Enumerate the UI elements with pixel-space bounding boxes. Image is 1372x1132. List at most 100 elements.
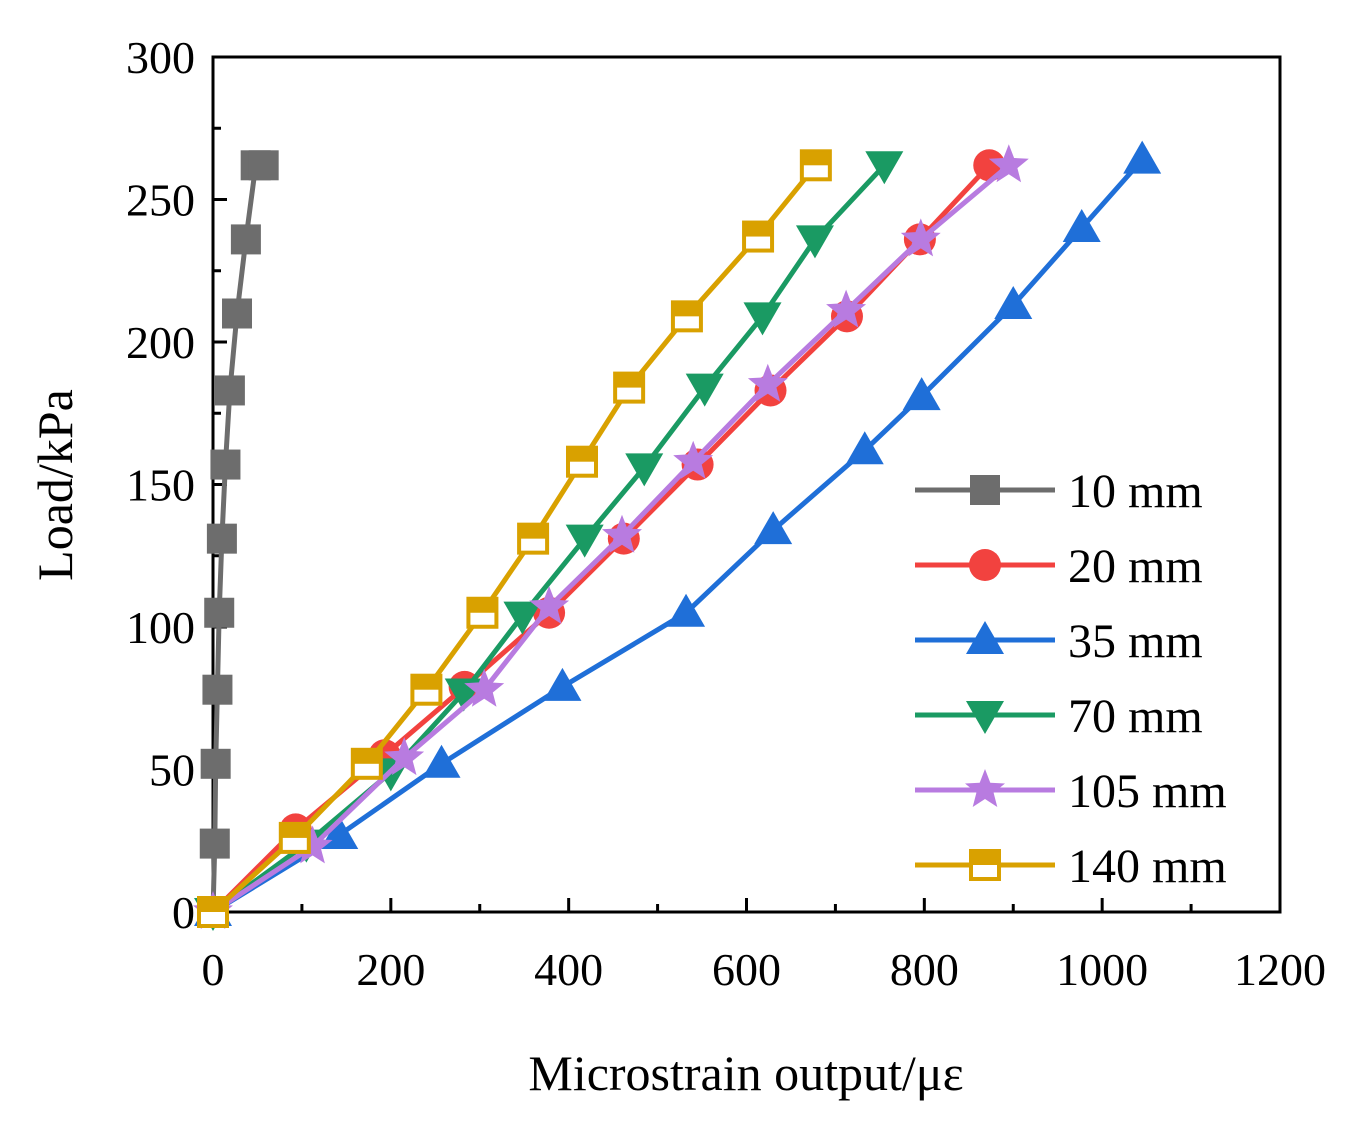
x-tick-label: 800 xyxy=(890,944,959,995)
star-marker xyxy=(965,769,1005,807)
data-point xyxy=(743,302,782,336)
star-marker xyxy=(900,218,941,257)
star-marker xyxy=(747,363,788,402)
y-tick-label: 50 xyxy=(149,745,195,796)
data-point xyxy=(384,737,425,776)
data-point xyxy=(503,601,542,635)
series-105-mm xyxy=(193,144,1029,929)
data-point xyxy=(197,896,229,928)
data-point xyxy=(826,289,867,328)
y-tick-label: 250 xyxy=(126,175,195,226)
legend-label: 70 mm xyxy=(1068,690,1203,743)
data-point xyxy=(966,621,1004,654)
square-marker xyxy=(199,828,230,859)
data-point xyxy=(900,218,941,257)
data-point xyxy=(230,224,261,255)
data-point xyxy=(902,377,941,411)
triangle-up-marker xyxy=(422,744,461,778)
square-marker xyxy=(248,150,279,181)
legend-label: 35 mm xyxy=(1068,615,1203,668)
data-point xyxy=(685,373,724,407)
data-point xyxy=(988,144,1029,183)
legend-label: 10 mm xyxy=(1068,465,1203,518)
y-tick-label: 300 xyxy=(126,32,195,83)
square-marker xyxy=(230,224,261,255)
half-square-fill xyxy=(744,222,773,237)
x-tick-label: 1000 xyxy=(1056,944,1148,995)
triangle-down-marker xyxy=(795,225,834,259)
data-point xyxy=(994,285,1033,319)
data-point xyxy=(206,523,237,554)
triangle-down-marker xyxy=(685,373,724,407)
data-point xyxy=(969,549,1001,581)
half-square-fill xyxy=(672,302,701,317)
axis-ticks: 0 200 400 600 800 1000 1200 0 50 100 150 200 250 300 xyxy=(126,32,1326,995)
data-point xyxy=(1123,140,1162,174)
series-line xyxy=(211,157,1145,915)
legend-entry: 70 mm xyxy=(915,690,1203,743)
data-point xyxy=(799,149,832,182)
y-axis-title: Load/kPa xyxy=(27,389,83,581)
data-point xyxy=(742,220,775,253)
star-marker xyxy=(464,668,505,707)
triangle-down-marker xyxy=(865,151,904,185)
series-10-mm xyxy=(198,150,279,927)
half-square-fill xyxy=(519,524,548,539)
x-tick-label: 1200 xyxy=(1234,944,1326,995)
y-tick-label: 0 xyxy=(172,887,195,938)
square-marker xyxy=(200,748,231,779)
data-point xyxy=(673,440,714,479)
data-point xyxy=(466,596,499,629)
star-marker xyxy=(602,514,642,553)
data-point xyxy=(969,849,1001,881)
y-tick-label: 150 xyxy=(126,460,195,511)
data-point xyxy=(200,748,231,779)
star-marker xyxy=(826,289,867,328)
data-point xyxy=(210,449,241,480)
half-square-fill xyxy=(971,851,999,865)
data-point xyxy=(602,514,642,553)
data-point xyxy=(566,445,599,478)
legend-entry: 20 mm xyxy=(915,540,1203,593)
series-35-mm xyxy=(194,140,1162,926)
star-marker xyxy=(384,737,425,776)
x-tick-label: 600 xyxy=(712,944,781,995)
data-point xyxy=(625,453,664,487)
legend-label: 20 mm xyxy=(1068,540,1203,593)
data-point xyxy=(292,825,333,864)
star-marker xyxy=(529,586,570,624)
half-square-fill xyxy=(199,898,227,912)
star-marker xyxy=(292,825,333,864)
triangle-up-marker xyxy=(1062,209,1101,242)
data-point xyxy=(667,593,706,627)
data-point xyxy=(795,225,834,259)
legend-entry: 105 mm xyxy=(915,765,1227,818)
triangle-up-marker xyxy=(966,621,1004,654)
half-square-fill xyxy=(352,749,381,764)
legend: 10 mm 20 mm 35 mm 70 mm 105 mm 140 mm xyxy=(915,465,1227,893)
half-square-fill xyxy=(412,675,441,690)
data-point xyxy=(278,821,311,854)
data-point xyxy=(966,701,1004,734)
square-marker xyxy=(970,475,1000,505)
data-point xyxy=(1062,209,1101,242)
half-square-fill xyxy=(615,373,644,388)
data-point xyxy=(204,597,235,628)
data-point xyxy=(248,150,279,181)
square-marker xyxy=(204,597,235,628)
y-tick-label: 100 xyxy=(126,602,195,653)
square-marker xyxy=(202,674,233,705)
y-tick-label: 200 xyxy=(126,317,195,368)
half-square-fill xyxy=(280,823,309,838)
data-point xyxy=(202,674,233,705)
data-point xyxy=(222,298,253,329)
legend-entry: 140 mm xyxy=(915,840,1227,893)
triangle-down-marker xyxy=(565,524,604,558)
data-point xyxy=(670,300,703,333)
data-point xyxy=(199,828,230,859)
triangle-down-marker xyxy=(966,701,1004,734)
triangle-up-marker xyxy=(543,667,582,701)
x-tick-label: 400 xyxy=(534,944,603,995)
square-marker xyxy=(206,523,237,554)
